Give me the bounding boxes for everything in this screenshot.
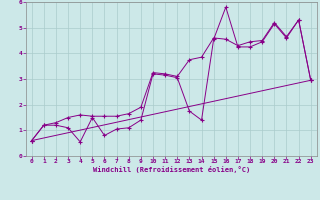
X-axis label: Windchill (Refroidissement éolien,°C): Windchill (Refroidissement éolien,°C) — [92, 166, 250, 173]
